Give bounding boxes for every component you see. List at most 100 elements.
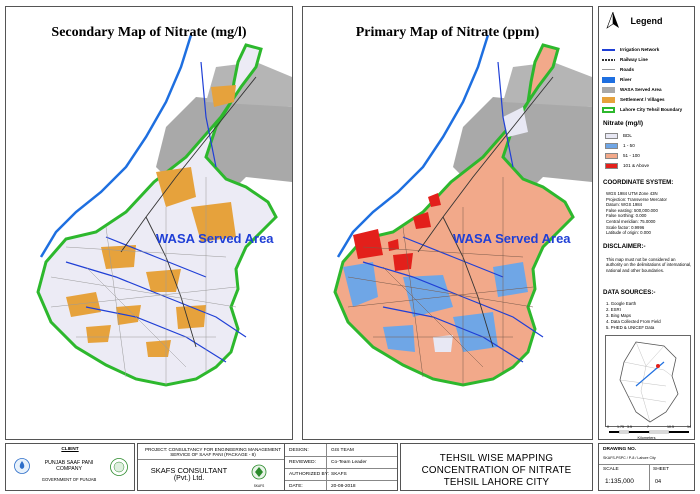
main-title-line-2: CONCENTRATION OF NITRATE [421,465,572,476]
nitrate-class-swatch [605,162,618,169]
scale-tick-label: 10.5 [667,425,674,429]
reviewed-label: REVIEWED: [289,460,316,465]
railway-lines [120,76,257,348]
authorized-value: SKAFS [331,472,347,477]
legend-panel: Legend Irrigation Network Railway Line Roa… [598,6,695,440]
skafs-logo-text: SKAFS [253,484,265,488]
legend-symbol [602,69,615,70]
scale-value: 1:135,000 [605,478,634,485]
legend-symbol [602,86,615,93]
nitrate-class-label: BDL [623,133,632,138]
disclaimer-text: This map must not be considered an autho… [606,257,692,273]
nitrate-class-swatch [605,152,618,159]
river [336,34,490,258]
client-label: CLIENT [61,447,79,452]
government-punjab-seal-icon [110,458,128,476]
legend-symbol [602,58,615,61]
legend-title: Legend [630,16,663,26]
primary-map-panel: WASA Served Area Primary Map of Nitrate … [302,6,593,440]
sheet-value: 04 [655,479,662,485]
title-block-client: CLIENT PUNJAB SAAF PANI COMPANY GOVERNME… [5,443,135,491]
nitrate-class-label: 101 & Above [623,163,650,168]
date-label: DATE: [289,484,303,489]
road-network [347,177,534,385]
legend-label: Irrigation Network [620,47,660,52]
road-network [50,177,237,385]
drawing-no-value: SKAFS-PSPC / P-8 / Lahore City [603,456,656,460]
client-gov: GOVERNMENT OF PUNJAB [41,477,97,482]
nitrate-class-bdl-areas [433,107,528,352]
railway-lines [417,76,554,348]
secondary-map-title: Secondary Map of Nitrate (mg/l) [51,25,247,40]
coordinate-line: Latitude of origin: 0.000 [606,230,651,236]
legend-label: Lahore City Tehsil Boundary [620,107,683,112]
legend-item: River [602,75,632,84]
legend-symbol [602,76,615,83]
title-block-main: TEHSIL WISE MAPPING CONCENTRATION OF NIT… [400,443,593,491]
source-item: 1. Google Earth [606,301,637,306]
client-name: PUNJAB SAAF PANI COMPANY [44,460,94,472]
scale-tick-label: 14 [687,425,691,429]
title-block-project: PROJECT: CONSULTANCY FOR ENGINEERING MAN… [137,443,293,491]
project-text: PROJECT: CONSULTANCY FOR ENGINEERING MAN… [144,447,282,458]
nitrate-class-item: 1 - 50 [605,141,635,150]
nitrate-class-item: 51 - 100 [605,151,640,160]
legend-symbol [602,48,615,51]
legend-label: Roads [620,67,635,72]
authorized-label: AUTHORIZED BY: [289,472,329,477]
north-arrow-icon [606,12,619,29]
legend-label: WASA Served Area [620,87,662,92]
river [39,34,193,258]
legend-item: Settlement / Villages [602,95,665,104]
legend-item: Irrigation Network [602,45,659,54]
coordinate-line: Scale factor: 0.9996 [606,224,645,230]
legend-item: Railway Line [602,55,648,64]
title-block-drawing: DRAWING NO. SKAFS-PSPC / P-8 / Lahore Ci… [598,443,695,491]
coordinate-heading: COORDINATE SYSTEM: [603,179,674,186]
legend-label: Railway Line [620,57,648,62]
legend-item: Roads [602,65,634,74]
punjab-inset-icon [619,341,679,423]
coordinate-line: False northing: 0.000 [606,213,647,219]
design-label: DESIGN: [289,448,309,453]
secondary-map-canvas: WASA Served Area [36,34,292,387]
legend-item: Lahore City Tehsil Boundary [602,105,682,114]
reviewed-value: Co-Team Leader [331,460,367,465]
scale-bar [609,430,689,434]
coordinate-line: WGS 1984 UTM Zone 43N [606,191,658,196]
location-inset-map [605,335,691,427]
drawing-no-label: DRAWING NO. [603,447,637,452]
nitrate-class-item: 101 & Above [605,161,649,170]
nitrate-class-101-above-areas [353,193,441,271]
scale-label: SCALE [603,467,619,472]
source-item: 2. ESRI [606,307,621,312]
nitrate-class-label: 1 - 50 [623,143,635,148]
skafs-logo-icon [251,464,267,480]
legend-symbol [602,96,615,103]
main-title-line-1: TEHSIL WISE MAPPING [439,453,554,464]
legend-item: WASA Served Area [602,85,662,94]
tehsil-boundary [333,43,575,387]
scale-unit: Kilometers [637,436,656,440]
coordinate-line: Projection: Transverse Mercator [606,196,667,202]
wasa-served-area-label: WASA Served Area [156,231,274,246]
disclaimer-heading: DISCLAIMER:- [603,243,646,250]
coordinate-line: Central meridian: 75.0000 [606,219,656,224]
legend-label: Settlement / Villages [620,97,665,102]
sheet-label: SHEET [653,467,669,472]
coordinate-line: False easting: 500,000.000 [606,207,658,213]
source-item: 4. Data Collected From Field [606,319,661,324]
nitrate-class-1-50-areas [343,262,528,352]
coordinate-line: Datum: WGS 1984 [606,202,643,208]
legend-symbol [602,106,615,113]
sources-heading: DATA SOURCES:- [603,289,656,296]
scale-tick-label: 1.75 [617,425,624,429]
primary-map-canvas: WASA Served Area [333,34,592,387]
nitrate-class-label: 51 - 100 [623,153,640,158]
nitrate-class-item: BDL [605,131,632,140]
scale-tick-label: 3.5 [627,425,632,429]
title-block-approvals: DESIGN: GIS TEAM REVIEWED: Co-Team Leade… [284,443,398,491]
consultant-sub: (Pvt.) Ltd. [173,475,205,482]
source-item: 3. Bing Maps [606,313,632,318]
consultant-name: SKAFS CONSULTANT [150,466,228,475]
